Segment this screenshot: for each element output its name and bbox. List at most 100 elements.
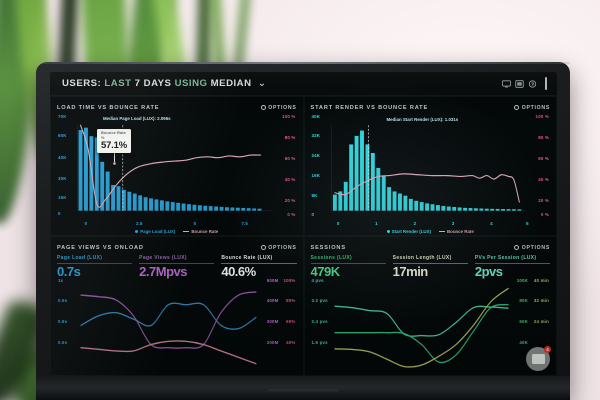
gear-icon <box>514 105 520 110</box>
y-axis-tick: 24K <box>311 153 321 158</box>
y2-axis-tick: 20 % <box>284 198 296 203</box>
y2-axis-tick: 100 % <box>282 114 296 119</box>
tablet-icon[interactable] <box>515 79 524 88</box>
desktop-icon[interactable] <box>502 79 511 88</box>
topbar-divider <box>545 77 547 90</box>
y2-axis-tick: 500M <box>266 278 279 284</box>
legend-marker-line <box>183 230 190 233</box>
metric-label: Bounce Rate (LUX) <box>221 255 273 261</box>
mobile-icon[interactable] <box>528 79 537 88</box>
x-axis-tick: 0 <box>84 221 88 226</box>
y-axis-tick: 0.9s <box>58 298 68 304</box>
metric-underline <box>310 262 386 264</box>
legend-item[interactable]: Bounce Rate <box>183 229 218 234</box>
legend-item[interactable]: Bounce Rate <box>438 229 474 234</box>
y3-axis-tick: 40 min <box>533 278 549 284</box>
title-aggregation: MEDIAN <box>210 78 252 89</box>
chart-sessions[interactable]: 4 pvs 3.2 pvs 2.4 pvs 1.6 pvs 100K 80K 6… <box>311 278 551 376</box>
y-axis-tick: 0 <box>58 211 61 216</box>
y-axis-tick: 1.6 pvs <box>311 340 328 346</box>
x-axis-tick: 3 <box>451 221 455 226</box>
chart-page-views-vs-onload[interactable]: 1s 0.9s 0.8s 0.6s 500M 400M 300M 200M 10… <box>57 278 297 376</box>
panel-load-time-vs-bounce-rate: LOAD TIME VS BOUNCE RATE OPTIONS Median … <box>50 96 304 236</box>
y2-axis-tick: 60K <box>519 319 528 325</box>
metric-underline <box>57 262 133 264</box>
legend-marker-dot <box>135 230 139 233</box>
metric-row: Sessions (LUX) 479K Session Length (LUX)… <box>310 253 551 279</box>
laptop-hinge-notch <box>267 389 339 394</box>
y-axis-tick: 30K <box>58 176 67 181</box>
laptop-screen: USERS: LAST 7 DAYS USING MEDIAN ⌄ <box>50 72 557 376</box>
metric-value: 479K <box>310 263 341 279</box>
device-filter-group <box>502 77 547 90</box>
title-range: LAST <box>104 78 132 89</box>
panel-start-render-vs-bounce-rate: START RENDER VS BOUNCE RATE OPTIONS Medi… <box>303 96 557 236</box>
chart-start-render-vs-bounce-rate[interactable]: Median Start Render (LUX): 1.031s 40K 32… <box>311 113 551 234</box>
y2-axis-tick: 400M <box>266 298 279 304</box>
laptop-bezel-highlight <box>36 62 570 64</box>
metric-underline <box>474 262 551 264</box>
x-axis-tick: 5 <box>193 221 197 226</box>
metric-underline <box>392 262 468 264</box>
legend-label: Page Load (LUX) <box>140 229 176 234</box>
metric-sessions[interactable]: Sessions (LUX) 479K <box>310 255 386 279</box>
x-axis-tick: 5 <box>526 221 529 226</box>
chart-load-time-vs-bounce-rate[interactable]: Median Page Load (LUX): 2.096s 70K 60K 4… <box>57 113 297 234</box>
options-button[interactable]: OPTIONS <box>514 245 550 251</box>
y2-axis-tick: 0 % <box>540 212 549 217</box>
y3-axis-tick: 40% <box>286 340 296 346</box>
x-axis-tick: 4 <box>490 221 493 226</box>
chart-canvas <box>330 125 527 211</box>
y3-axis-tick: 100% <box>283 278 296 284</box>
y2-axis-tick: 40K <box>519 340 528 346</box>
x-axis-tick: 0 <box>336 221 340 226</box>
median-page-load-annotation: Median Page Load (LUX): 2.096s <box>103 116 171 121</box>
metric-page-views[interactable]: Page Views (LUX) 2.7Mpvs <box>139 255 215 279</box>
y-axis-tick: 3.2 pvs <box>311 298 328 304</box>
y-axis-tick: 8K <box>311 193 318 198</box>
gear-icon <box>514 245 520 250</box>
y-axis-tick: 32K <box>311 133 321 138</box>
panel-header: PAGE VIEWS VS ONLOAD OPTIONS <box>57 242 297 253</box>
gear-icon <box>260 105 266 110</box>
metric-row: Page Load (LUX) 0.7s Page Views (LUX) 2.… <box>57 253 297 278</box>
panel-grid: LOAD TIME VS BOUNCE RATE OPTIONS Median … <box>50 96 557 376</box>
x-axis-tick: 2 <box>413 221 417 226</box>
metric-underline <box>139 262 215 264</box>
page-title[interactable]: USERS: LAST 7 DAYS USING MEDIAN ⌄ <box>62 78 267 89</box>
metric-value: 17min <box>392 263 429 279</box>
options-button[interactable]: OPTIONS <box>260 105 297 111</box>
tooltip-sublabel: % <box>101 134 105 140</box>
metric-page-load[interactable]: Page Load (LUX) 0.7s <box>57 255 133 278</box>
options-label: OPTIONS <box>268 244 297 251</box>
legend-label: Bounce Rate <box>446 229 474 234</box>
chart-canvas <box>80 291 257 365</box>
gear-icon <box>260 245 266 250</box>
y-axis-tick: 0.6s <box>58 340 68 346</box>
metric-bounce-rate[interactable]: Bounce Rate (LUX) 40.6% <box>221 255 297 278</box>
metric-pvs-per-session[interactable]: PVs Per Session (LUX) 2pvs <box>474 255 551 278</box>
y-axis-tick: 1s <box>58 278 64 284</box>
legend-label: Bounce Rate <box>191 229 219 234</box>
legend-item[interactable]: Page Load (LUX) <box>135 229 175 234</box>
metric-value: 2.7Mpvs <box>139 263 187 279</box>
metric-label: Page Views (LUX) <box>139 255 187 261</box>
title-users: USERS: <box>62 78 102 89</box>
chart-canvas <box>333 288 509 368</box>
metric-label: Page Load (LUX) <box>57 255 103 261</box>
y-axis-tick: 4 pvs <box>311 278 324 284</box>
y-axis-tick: 2.4 pvs <box>311 319 328 325</box>
y2-axis-tick: 80 % <box>538 135 549 140</box>
y3-axis-tick: 24 min <box>533 319 549 325</box>
metric-underline <box>221 262 297 264</box>
options-button[interactable]: OPTIONS <box>260 244 297 251</box>
chevron-down-icon[interactable]: ⌄ <box>257 78 267 89</box>
metric-session-length[interactable]: Session Length (LUX) 17min <box>392 255 468 279</box>
chat-widget-button[interactable]: 4 <box>526 346 551 371</box>
options-label: OPTIONS <box>521 244 550 251</box>
legend-item[interactable]: Start Render (LUX) <box>386 229 431 234</box>
laptop-hinge <box>36 376 570 400</box>
y2-axis-tick: 100 % <box>535 114 549 119</box>
x-axis-tick: 1 <box>375 221 378 226</box>
options-button[interactable]: OPTIONS <box>514 105 550 111</box>
